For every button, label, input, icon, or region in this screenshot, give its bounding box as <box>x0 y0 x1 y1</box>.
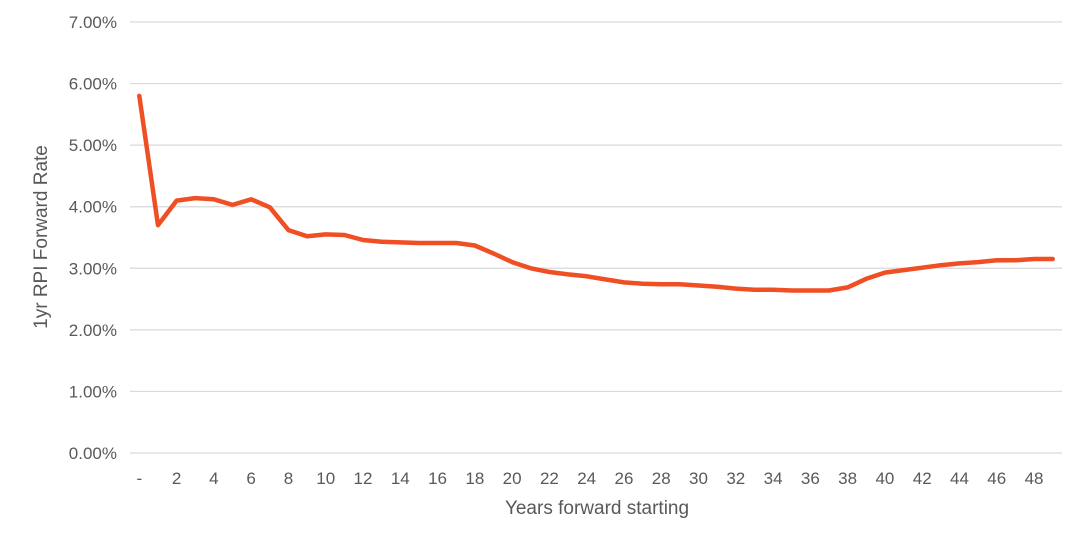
x-tick-label: 42 <box>913 469 932 488</box>
gridlines <box>130 21 1062 454</box>
y-tick-label: 2.00% <box>69 321 117 340</box>
x-tick-label: 38 <box>838 469 857 488</box>
x-tick-label: 44 <box>950 469 969 488</box>
x-axis-tick-labels: -2 4 6 8 10 12 14 16 18 20 22 24 26 28 30 32 34 36 38 40 42 4… <box>136 469 1043 488</box>
x-tick-label: 48 <box>1025 469 1044 488</box>
y-tick-label: 6.00% <box>69 75 117 94</box>
x-tick-label: 32 <box>726 469 745 488</box>
x-tick-label: 36 <box>801 469 820 488</box>
x-tick-label: 6 <box>246 469 255 488</box>
y-tick-label: 7.00% <box>69 13 117 32</box>
x-tick-label: 22 <box>540 469 559 488</box>
y-tick-label: 5.00% <box>69 136 117 155</box>
x-tick-label: 2 <box>172 469 181 488</box>
y-tick-label: 1.00% <box>69 382 117 401</box>
x-tick-label: 12 <box>354 469 373 488</box>
y-axis-tick-labels: 0.00% 1.00% 2.00% 3.00% 4.00% 5.00% 6.00% 7.00% <box>69 13 117 463</box>
x-tick-label: - <box>136 469 142 488</box>
x-tick-label: 24 <box>577 469 596 488</box>
x-tick-label: 20 <box>503 469 522 488</box>
x-tick-label: 28 <box>652 469 671 488</box>
series-line-0 <box>137 93 1055 293</box>
x-tick-label: 14 <box>391 469 410 488</box>
x-tick-label: 40 <box>875 469 894 488</box>
series-layer <box>137 93 1055 293</box>
x-tick-label: 16 <box>428 469 447 488</box>
y-tick-label: 4.00% <box>69 198 117 217</box>
x-tick-label: 30 <box>689 469 708 488</box>
x-tick-label: 10 <box>316 469 335 488</box>
y-tick-label: 3.00% <box>69 259 117 278</box>
y-axis-title: 1yr RPI Forward Rate <box>31 145 52 329</box>
x-tick-label: 46 <box>987 469 1006 488</box>
y-tick-label: 0.00% <box>69 444 117 463</box>
x-tick-label: 8 <box>284 469 293 488</box>
x-tick-label: 18 <box>465 469 484 488</box>
x-axis-title: Years forward starting <box>505 498 689 519</box>
x-tick-label: 34 <box>764 469 783 488</box>
x-tick-label: 4 <box>209 469 218 488</box>
x-tick-label: 26 <box>614 469 633 488</box>
